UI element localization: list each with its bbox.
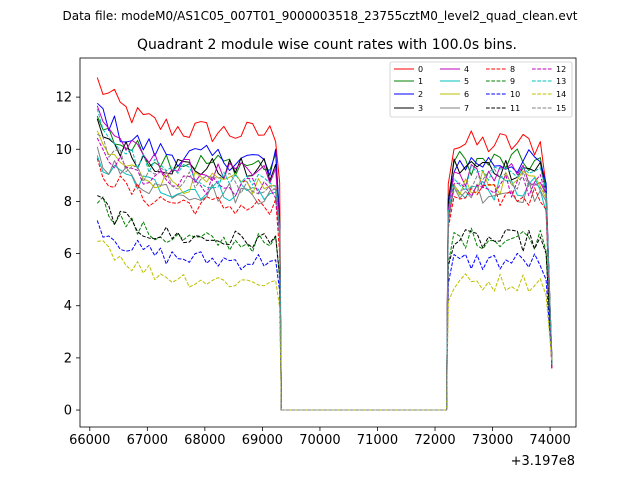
legend-label-0: 0 xyxy=(418,65,423,74)
plot-area-frame xyxy=(79,57,577,428)
legend-label-8: 8 xyxy=(510,65,515,74)
series-line-0 xyxy=(96,77,553,411)
y-tick-label: 12 xyxy=(55,91,72,106)
y-tick-label: 6 xyxy=(64,247,72,262)
series-line-7 xyxy=(96,146,553,411)
series-line-2 xyxy=(96,102,553,411)
legend-label-12: 12 xyxy=(556,65,566,74)
y-tick-label: 0 xyxy=(64,404,72,419)
legend-label-9: 9 xyxy=(510,77,515,86)
y-tick-label: 8 xyxy=(64,195,72,210)
legend-label-5: 5 xyxy=(464,77,469,86)
series-line-11 xyxy=(97,195,553,411)
legend-label-11: 11 xyxy=(510,104,520,113)
x-tick-label: 69000 xyxy=(242,433,283,448)
y-axis: 0 2 4 6 8 10 12 xyxy=(55,91,80,419)
legend-label-14: 14 xyxy=(556,90,566,99)
x-tick-label: 71000 xyxy=(357,433,398,448)
legend-label-6: 6 xyxy=(464,90,469,99)
series-line-15 xyxy=(97,133,553,411)
legend-label-7: 7 xyxy=(464,104,469,113)
legend-frame xyxy=(389,61,573,118)
y-tick-label: 2 xyxy=(64,351,72,366)
legend-label-13: 13 xyxy=(556,77,566,86)
series-line-9 xyxy=(96,196,553,411)
legend-label-10: 10 xyxy=(510,90,520,99)
series-line-13 xyxy=(96,108,553,411)
x-offset-label: +3.197e8 xyxy=(511,454,575,469)
legend-label-3: 3 xyxy=(418,104,423,113)
series-layer xyxy=(96,77,553,411)
x-tick-label: 72000 xyxy=(414,433,455,448)
y-tick-label: 10 xyxy=(55,143,72,158)
series-line-8 xyxy=(96,158,553,411)
x-tick-label: 68000 xyxy=(184,433,225,448)
series-line-12 xyxy=(96,137,553,411)
legend-label-1: 1 xyxy=(418,77,423,86)
series-line-10 xyxy=(96,220,553,411)
legend-label-4: 4 xyxy=(464,65,469,74)
chart-title: Quadrant 2 module wise count rates with … xyxy=(137,37,517,53)
x-tick-label: 66000 xyxy=(69,433,110,448)
x-tick-label: 70000 xyxy=(299,433,340,448)
series-line-1 xyxy=(96,115,553,411)
legend-label-15: 15 xyxy=(556,104,566,113)
x-axis: 66000 67000 68000 69000 70000 71000 72000 73000… xyxy=(69,427,571,448)
series-line-4 xyxy=(96,105,553,411)
y-tick-label: 4 xyxy=(64,299,72,314)
x-tick-label: 73000 xyxy=(472,433,513,448)
x-tick-label: 74000 xyxy=(529,433,570,448)
x-tick-label: 67000 xyxy=(127,433,168,448)
legend-label-2: 2 xyxy=(418,90,423,99)
series-line-14 xyxy=(97,240,553,411)
chart-suptitle: Data file: modeM0/AS1C05_007T01_90000035… xyxy=(62,9,577,23)
